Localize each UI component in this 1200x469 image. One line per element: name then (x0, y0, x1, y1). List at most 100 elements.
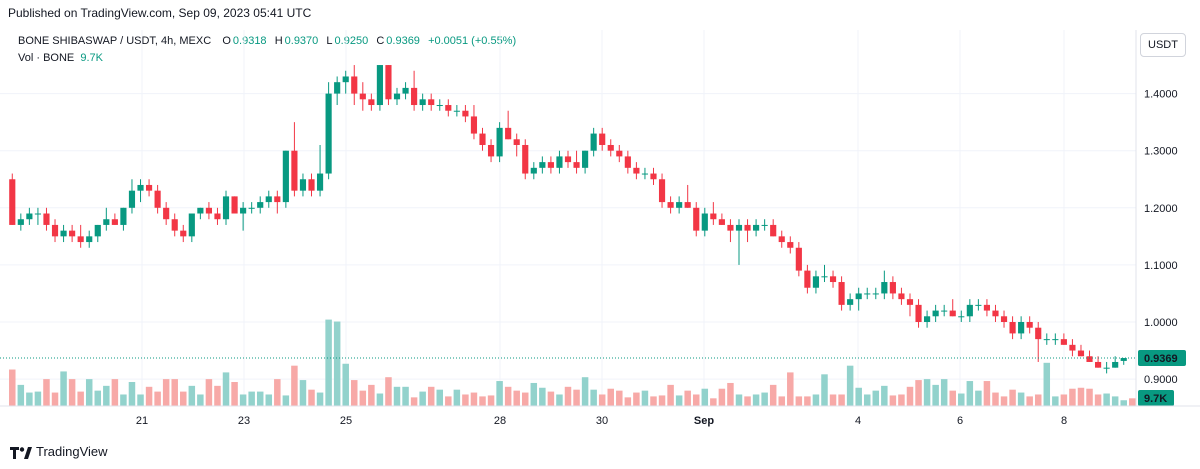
volume-bar (470, 392, 478, 406)
candle-body (316, 173, 324, 191)
candle-body (120, 207, 127, 225)
candle-body (60, 230, 67, 237)
candle-body (992, 310, 999, 317)
last-price-tag-bg (1138, 350, 1186, 367)
volume-bar (188, 385, 196, 406)
candle-body (351, 76, 358, 94)
candle-body (693, 207, 700, 231)
x-axis: 21 23 25 28 30 Sep 4 6 8 (136, 415, 1067, 427)
candle-body (1086, 356, 1093, 362)
candle-body (718, 219, 725, 225)
volume-bar (359, 390, 367, 406)
candle-body (393, 93, 401, 100)
volume-bar (376, 393, 384, 406)
currency-button[interactable]: USDT (1140, 33, 1186, 57)
candle-body (291, 150, 298, 191)
x-tick-label: 4 (855, 415, 861, 427)
candle-body (274, 196, 281, 203)
candle-body (43, 213, 50, 225)
volume-bar (650, 396, 657, 406)
footer-brand[interactable]: TradingView (10, 444, 108, 459)
candle-body (334, 82, 341, 94)
volume-bar (496, 381, 503, 406)
candle-body (761, 224, 768, 226)
candle-body (94, 224, 101, 237)
candle-body (744, 224, 751, 231)
volume-bar (949, 390, 956, 406)
legend-open-label: O (222, 35, 231, 47)
candle-body (547, 162, 554, 168)
volume-bar (1017, 392, 1025, 406)
candle-body (1026, 322, 1033, 328)
volume-bar (325, 319, 332, 406)
grid-lines (0, 30, 1136, 406)
volume-bar (744, 396, 751, 406)
volume-bar (120, 394, 127, 406)
candle-body (1060, 339, 1067, 345)
candle-body (1103, 367, 1110, 369)
candle-body (573, 162, 580, 168)
volume-bar (752, 394, 760, 406)
candle-body (650, 173, 657, 180)
candle-body (727, 224, 734, 231)
candle-body (564, 156, 572, 163)
candle-body (180, 230, 187, 237)
volume-bar (616, 390, 623, 406)
candle-body (1120, 358, 1127, 361)
x-tick-label: 25 (340, 415, 352, 427)
volume-bar (427, 386, 435, 406)
candle-body (453, 110, 460, 112)
volume-bar (1060, 394, 1068, 406)
volume-bar (718, 388, 726, 406)
legend-open-value: 0.9318 (232, 35, 267, 47)
candle-body (299, 179, 307, 191)
candle-body (342, 76, 349, 83)
candle-body (51, 224, 59, 237)
volume-bar (308, 389, 315, 406)
candle-body (582, 150, 589, 168)
candle-body (402, 87, 409, 94)
tradingview-logo-icon (10, 446, 32, 459)
volume-bar (846, 365, 854, 406)
candle-body (872, 293, 879, 295)
candle-body (710, 213, 717, 220)
candle-body (624, 156, 631, 168)
candle-body (1035, 327, 1042, 340)
candle-body (163, 207, 170, 220)
legend-close-value: 0.9369 (386, 35, 420, 47)
candle-body (812, 276, 820, 288)
volume-bar (564, 386, 572, 406)
candle-body (975, 304, 982, 306)
candle-body (282, 150, 289, 203)
volume-bar (256, 391, 264, 406)
candle-body (941, 310, 948, 312)
candle-body (898, 293, 905, 300)
candle-body (932, 310, 939, 317)
legend-symbol[interactable]: BONE SHIBASWAP / USDT, 4h, MEXC (18, 35, 212, 47)
volume-legend-label[interactable]: Vol · BONE (18, 52, 75, 64)
candle-body (487, 144, 495, 157)
candle-body (1009, 322, 1016, 334)
candle-body (616, 150, 623, 157)
candle-body (385, 65, 392, 100)
volume-bar (487, 395, 495, 406)
volume-bar (94, 390, 102, 406)
volume-bar (111, 379, 119, 406)
candle-body (1069, 344, 1076, 351)
candle-body (231, 196, 238, 214)
candle-body (411, 87, 418, 106)
candle-body (368, 99, 375, 106)
candle-body (34, 213, 42, 215)
volume-bar (128, 382, 136, 406)
x-tick-label: Sep (694, 415, 714, 427)
y-tick-label: 0.9000 (1144, 374, 1178, 386)
candle-body (128, 190, 136, 208)
volume-bar (504, 386, 512, 406)
y-tick-label: 1.2000 (1144, 203, 1178, 215)
volume-bar (222, 372, 230, 406)
volume-bar (351, 380, 358, 406)
volume-bar (368, 384, 375, 406)
volume-bar (436, 389, 444, 406)
volume-bar (889, 395, 897, 406)
